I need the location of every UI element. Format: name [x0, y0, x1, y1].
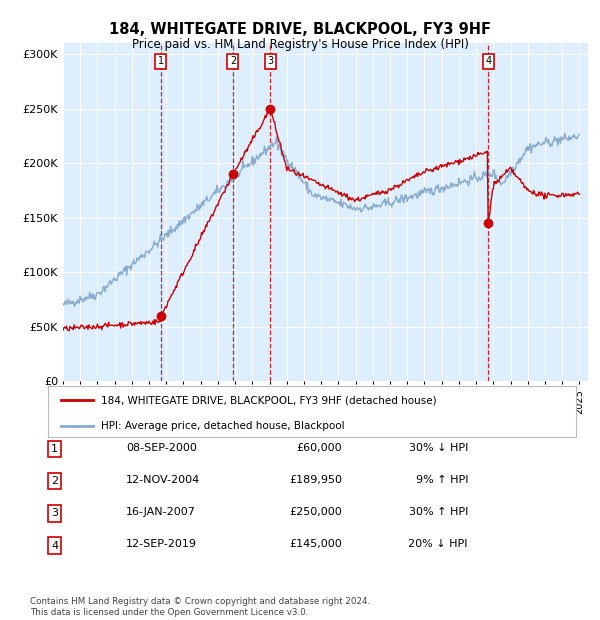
Text: 08-SEP-2000: 08-SEP-2000 [126, 443, 197, 453]
Text: 12-NOV-2004: 12-NOV-2004 [126, 475, 200, 485]
Text: £250,000: £250,000 [289, 507, 342, 517]
Text: 2: 2 [51, 476, 58, 486]
Text: 9% ↑ HPI: 9% ↑ HPI [415, 475, 468, 485]
Text: 3: 3 [51, 508, 58, 518]
Text: £189,950: £189,950 [289, 475, 342, 485]
Text: 1: 1 [51, 444, 58, 454]
Text: 30% ↓ HPI: 30% ↓ HPI [409, 443, 468, 453]
Text: 12-SEP-2019: 12-SEP-2019 [126, 539, 197, 549]
Text: 3: 3 [267, 56, 274, 66]
Text: 4: 4 [51, 541, 58, 551]
Text: Price paid vs. HM Land Registry's House Price Index (HPI): Price paid vs. HM Land Registry's House … [131, 38, 469, 51]
Text: HPI: Average price, detached house, Blackpool: HPI: Average price, detached house, Blac… [101, 421, 344, 431]
Text: 184, WHITEGATE DRIVE, BLACKPOOL, FY3 9HF (detached house): 184, WHITEGATE DRIVE, BLACKPOOL, FY3 9HF… [101, 396, 436, 405]
Text: 2: 2 [230, 56, 236, 66]
Text: 30% ↑ HPI: 30% ↑ HPI [409, 507, 468, 517]
Text: 20% ↓ HPI: 20% ↓ HPI [409, 539, 468, 549]
Text: 16-JAN-2007: 16-JAN-2007 [126, 507, 196, 517]
Text: 4: 4 [485, 56, 491, 66]
Text: Contains HM Land Registry data © Crown copyright and database right 2024.
This d: Contains HM Land Registry data © Crown c… [30, 598, 370, 617]
Text: £60,000: £60,000 [296, 443, 342, 453]
Text: £145,000: £145,000 [289, 539, 342, 549]
Text: 184, WHITEGATE DRIVE, BLACKPOOL, FY3 9HF: 184, WHITEGATE DRIVE, BLACKPOOL, FY3 9HF [109, 22, 491, 37]
Text: 1: 1 [158, 56, 164, 66]
